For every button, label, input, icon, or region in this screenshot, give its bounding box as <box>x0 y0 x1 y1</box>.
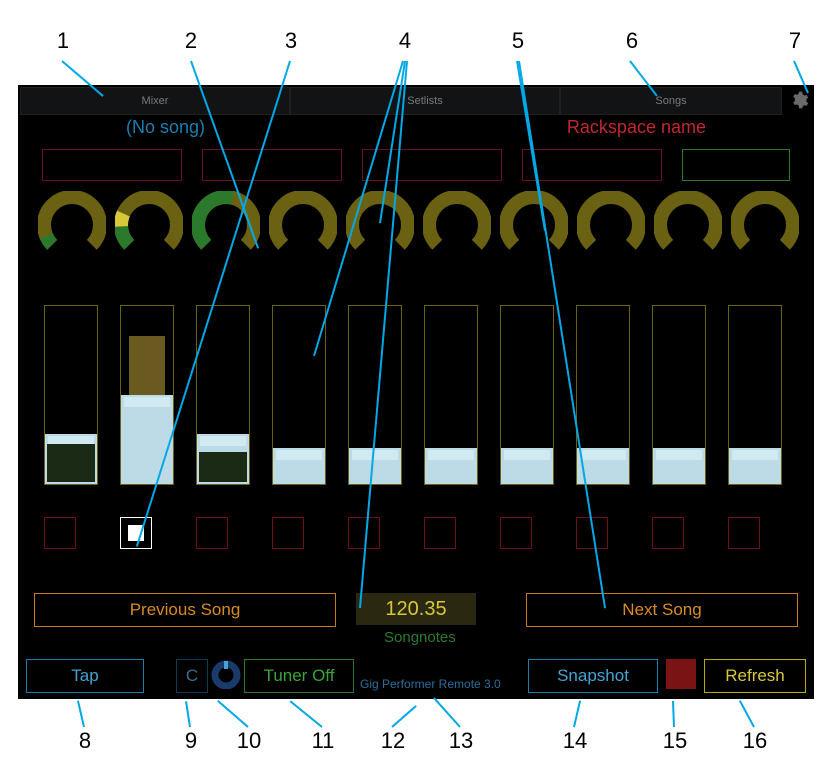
tap-button[interactable]: Tap <box>26 659 144 693</box>
fader-5[interactable] <box>424 305 478 485</box>
knob-6[interactable] <box>500 191 568 259</box>
fader-3[interactable] <box>272 305 326 485</box>
callout-line <box>573 701 581 727</box>
callout-number-11: 11 <box>308 728 338 754</box>
tab-songs[interactable]: Songs <box>560 87 782 115</box>
callout-number-1: 1 <box>48 28 78 54</box>
previous-song-button[interactable]: Previous Song <box>34 593 336 627</box>
callout-line <box>672 701 675 727</box>
toggle-6[interactable] <box>500 517 532 549</box>
callout-line <box>391 705 416 727</box>
callout-line <box>739 701 755 728</box>
app-screen: MixerSetlistsSongs (No song) Rackspace n… <box>18 85 814 699</box>
fader-8[interactable] <box>652 305 706 485</box>
label-box-3[interactable] <box>522 149 662 181</box>
fader-0[interactable] <box>44 305 98 485</box>
next-song-button[interactable]: Next Song <box>526 593 798 627</box>
knob-5[interactable] <box>423 191 491 259</box>
bpm-display[interactable]: 120.35 <box>356 593 476 625</box>
record-indicator[interactable] <box>666 659 696 689</box>
callout-line <box>185 701 191 727</box>
callout-number-12: 12 <box>378 728 408 754</box>
snapshot-button[interactable]: Snapshot <box>528 659 658 693</box>
callout-number-5: 5 <box>503 28 533 54</box>
callout-number-14: 14 <box>560 728 590 754</box>
label-box-2[interactable] <box>362 149 502 181</box>
brand-label: Gig Performer Remote 3.0 <box>360 677 501 691</box>
callout-line <box>77 701 85 727</box>
fader-6[interactable] <box>500 305 554 485</box>
fader-4[interactable] <box>348 305 402 485</box>
fader-7[interactable] <box>576 305 630 485</box>
knob-4[interactable] <box>346 191 414 259</box>
toggle-0[interactable] <box>44 517 76 549</box>
refresh-button[interactable]: Refresh <box>704 659 806 693</box>
knob-7[interactable] <box>577 191 645 259</box>
tuner-knob-icon[interactable] <box>210 657 242 689</box>
callout-line <box>433 697 460 727</box>
fader-1[interactable] <box>120 305 174 485</box>
tuner-button[interactable]: Tuner Off <box>244 659 354 693</box>
bpm-value: 120.35 <box>385 598 446 621</box>
label-box-4[interactable] <box>682 149 790 181</box>
knob-9[interactable] <box>731 191 799 259</box>
songnotes-label[interactable]: Songnotes <box>384 629 456 646</box>
rackspace-name-label: Rackspace name <box>567 117 706 138</box>
tuner-note-display[interactable]: C <box>176 659 208 693</box>
callout-number-4: 4 <box>390 28 420 54</box>
callout-number-15: 15 <box>660 728 690 754</box>
callout-number-9: 9 <box>176 728 206 754</box>
current-song-label: (No song) <box>126 117 205 138</box>
toggle-2[interactable] <box>196 517 228 549</box>
callout-line <box>289 700 322 728</box>
toggle-5[interactable] <box>424 517 456 549</box>
callout-number-6: 6 <box>617 28 647 54</box>
knob-0[interactable] <box>38 191 106 259</box>
toggle-9[interactable] <box>728 517 760 549</box>
callout-number-13: 13 <box>446 728 476 754</box>
callout-number-7: 7 <box>780 28 810 54</box>
label-box-0[interactable] <box>42 149 182 181</box>
knob-8[interactable] <box>654 191 722 259</box>
previous-song-label: Previous Song <box>130 600 241 620</box>
callout-number-2: 2 <box>176 28 206 54</box>
callout-number-3: 3 <box>276 28 306 54</box>
stage: MixerSetlistsSongs (No song) Rackspace n… <box>0 0 831 769</box>
callout-number-8: 8 <box>70 728 100 754</box>
knob-1[interactable] <box>115 191 183 259</box>
callout-line <box>217 700 248 728</box>
callout-number-10: 10 <box>234 728 264 754</box>
tab-mixer[interactable]: Mixer <box>20 87 290 115</box>
callout-number-16: 16 <box>740 728 770 754</box>
next-song-label: Next Song <box>622 600 701 620</box>
tab-setlists[interactable]: Setlists <box>290 87 560 115</box>
toggle-8[interactable] <box>652 517 684 549</box>
knob-3[interactable] <box>269 191 337 259</box>
fader-9[interactable] <box>728 305 782 485</box>
toggle-3[interactable] <box>272 517 304 549</box>
